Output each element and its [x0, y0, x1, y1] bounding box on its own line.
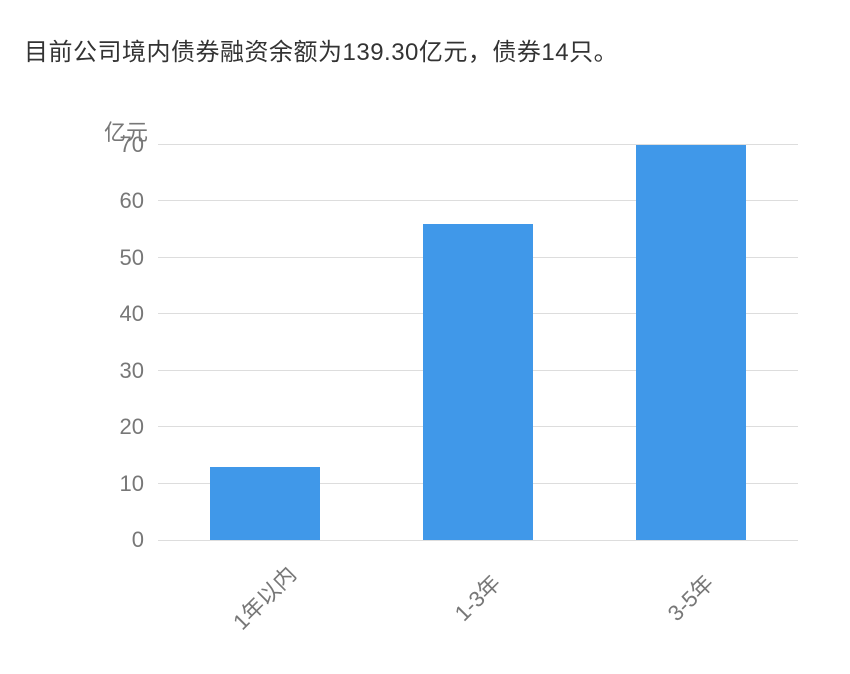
- y-tick-label: 60: [120, 188, 158, 214]
- x-tick-label: 3-5年: [640, 547, 740, 647]
- y-tick-label: 50: [120, 245, 158, 271]
- page: 目前公司境内债券融资余额为139.30亿元，债券14只。 亿元 70 60 50…: [0, 0, 850, 674]
- y-tick-label: 10: [120, 471, 158, 497]
- bars-container: [158, 145, 798, 540]
- y-tick-label: 0: [132, 527, 158, 553]
- y-tick-label: 30: [120, 358, 158, 384]
- y-tick-label: 20: [120, 414, 158, 440]
- y-tick-label: 70: [120, 132, 158, 158]
- y-tick-label: 40: [120, 301, 158, 327]
- page-title: 目前公司境内债券融资余额为139.30亿元，债券14只。: [24, 32, 826, 67]
- plot-area: 70 60 50 40 30 20 10 0: [158, 145, 798, 541]
- bar-1year: [210, 467, 320, 540]
- x-tick-label: 1年以内: [213, 547, 313, 647]
- bar-1to3year: [423, 224, 533, 540]
- bar-3to5year: [636, 145, 746, 540]
- x-tick-label: 1-3年: [426, 547, 526, 647]
- bond-maturity-chart: 亿元 70 60 50 40 30 20 10: [24, 115, 826, 655]
- x-axis-labels: 1年以内 1-3年 3-5年: [158, 557, 798, 589]
